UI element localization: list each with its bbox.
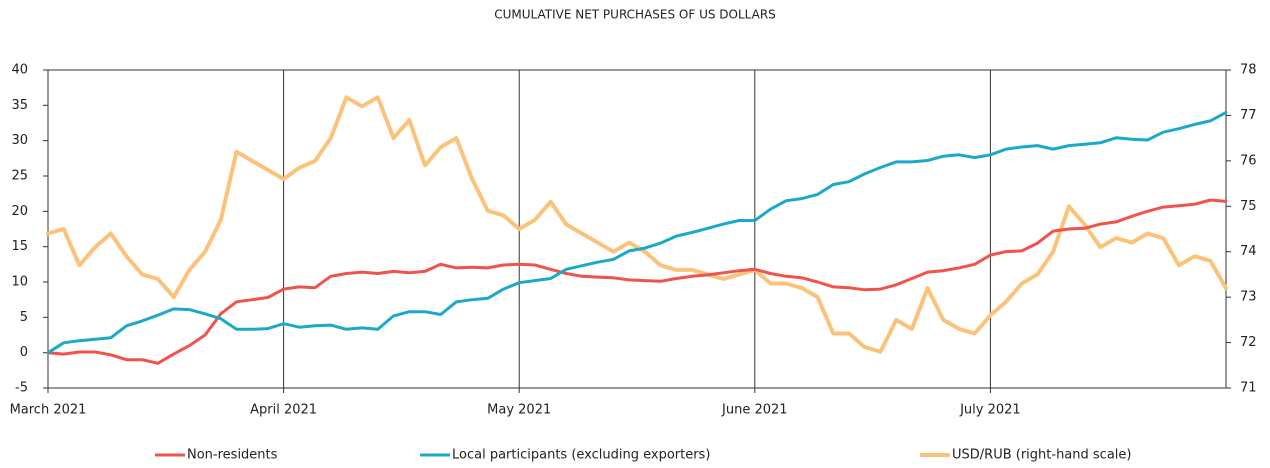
- y-tick-label: 40: [11, 63, 28, 78]
- legend-label: Non-residents: [187, 448, 278, 463]
- y-tick-label: 10: [11, 275, 28, 290]
- x-tick-label: July 2021: [959, 403, 1021, 418]
- y2-tick-label: 73: [1240, 290, 1257, 305]
- y2-tick-label: 71: [1240, 381, 1257, 396]
- series-line: [46, 198, 1228, 365]
- y-tick-label: 30: [11, 133, 28, 148]
- y2-tick-label: 75: [1240, 199, 1257, 214]
- x-tick-label: June 2021: [721, 403, 788, 418]
- y2-tick-label: 72: [1240, 335, 1257, 350]
- x-tick-label: May 2021: [487, 403, 551, 418]
- y2-tick-label: 77: [1240, 108, 1257, 123]
- y-tick-label: 25: [11, 169, 28, 184]
- y-tick-label: -5: [15, 381, 28, 396]
- y2-tick-label: 78: [1240, 63, 1257, 78]
- x-tick-label: March 2021: [10, 403, 87, 418]
- y-tick-label: 15: [11, 239, 28, 254]
- series-line: [46, 110, 1228, 355]
- y2-tick-label: 74: [1240, 244, 1257, 259]
- chart-title: CUMULATIVE NET PURCHASES OF US DOLLARS: [494, 8, 776, 22]
- y-tick-label: 5: [20, 310, 28, 325]
- series-line: [46, 95, 1228, 354]
- legend-label: USD/RUB (right-hand scale): [952, 448, 1131, 463]
- y2-tick-label: 76: [1240, 153, 1257, 168]
- y-tick-label: 20: [11, 204, 28, 219]
- legend-label: Local participants (excluding exporters): [452, 448, 710, 463]
- x-tick-label: April 2021: [250, 403, 317, 418]
- y-tick-label: 35: [11, 98, 28, 113]
- y-tick-label: 0: [20, 345, 28, 360]
